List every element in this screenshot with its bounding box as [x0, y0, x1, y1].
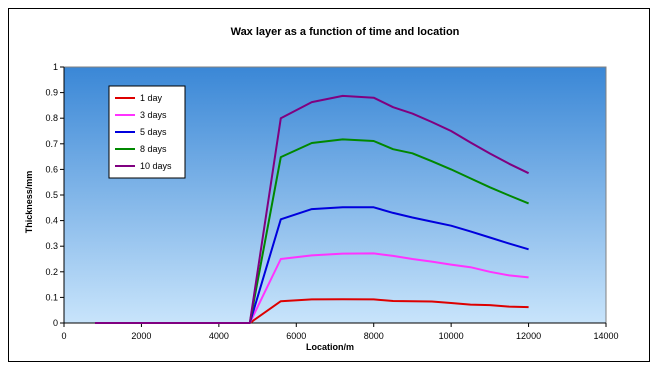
legend-label: 10 days	[140, 161, 172, 171]
y-axis-title: Thickness/mm	[24, 171, 34, 234]
chart-frame: Wax layer as a function of time and loca…	[8, 8, 650, 362]
legend-label: 8 days	[140, 144, 167, 154]
y-tick-label: 0.5	[45, 190, 58, 200]
x-axis: 0 2000 4000 6000 8000 10000 12000 14000	[61, 322, 619, 341]
series-line-5	[95, 94, 530, 324]
x-tick-label: 6000	[286, 331, 306, 341]
y-tick-label: 0.2	[45, 267, 58, 277]
y-tick-label: 0.1	[45, 292, 58, 302]
y-tick-label: 0.4	[45, 216, 58, 226]
chart-title: Wax layer as a function of time and loca…	[231, 26, 460, 38]
y-tick-label: 0.8	[45, 113, 58, 123]
y-tick-label: 1	[53, 62, 58, 72]
x-tick-label: 0	[61, 331, 66, 341]
x-axis-title: Location/m	[306, 342, 354, 352]
x-tick-label: 10000	[439, 331, 464, 341]
y-tick-label: 0.6	[45, 164, 58, 174]
legend: 1 day 3 days 5 days 8 days 10 days	[108, 85, 186, 179]
y-tick-label: 0.7	[45, 139, 58, 149]
y-tick-label: 0.9	[45, 88, 58, 98]
series-layer	[95, 94, 530, 324]
legend-label: 3 days	[140, 110, 167, 120]
line-chart: Wax layer as a function of time and loca…	[24, 26, 619, 352]
y-tick-label: 0	[53, 318, 58, 328]
x-tick-label: 2000	[131, 331, 151, 341]
y-axis: 0 0.1 0.2 0.3 0.4 0.5 0.6 0.7 0.8 0.9 1	[45, 62, 65, 328]
y-tick-label: 0.3	[45, 241, 58, 251]
legend-label: 1 day	[140, 93, 163, 103]
x-tick-label: 4000	[209, 331, 229, 341]
legend-label: 5 days	[140, 127, 167, 137]
x-tick-label: 8000	[364, 331, 384, 341]
x-tick-label: 12000	[516, 331, 541, 341]
x-tick-label: 14000	[593, 331, 618, 341]
